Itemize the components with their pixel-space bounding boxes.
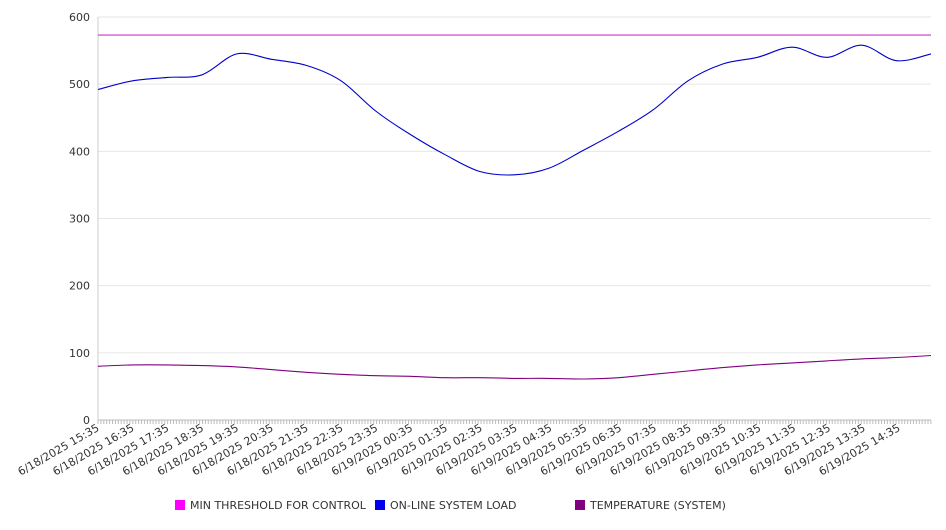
legend-item-system-load: ON-LINE SYSTEM LOAD xyxy=(375,496,516,514)
x-axis-tick-labels: 6/18/2025 15:356/18/2025 16:356/18/2025 … xyxy=(16,421,903,478)
y-tick-label: 300 xyxy=(69,213,90,226)
legend-swatch-system-load xyxy=(375,500,385,510)
y-tick-label: 600 xyxy=(69,11,90,24)
y-tick-label: 100 xyxy=(69,347,90,360)
legend-label-min-threshold: MIN THRESHOLD FOR CONTROL xyxy=(190,498,366,512)
system-load-line xyxy=(97,44,932,176)
legend: MIN THRESHOLD FOR CONTROL ON-LINE SYSTEM… xyxy=(0,496,946,514)
axes xyxy=(97,17,932,424)
legend-item-temperature: TEMPERATURE (SYSTEM) xyxy=(575,496,726,514)
y-axis-tick-labels: 0 100 200 300 400 500 600 xyxy=(69,11,90,427)
legend-swatch-min-threshold xyxy=(175,500,185,510)
gridlines xyxy=(98,16,931,354)
legend-label-system-load: ON-LINE SYSTEM LOAD xyxy=(390,498,517,512)
y-tick-label: 400 xyxy=(69,145,90,158)
y-tick-label: 0 xyxy=(83,414,90,427)
y-tick-label: 500 xyxy=(69,78,90,91)
temperature-line xyxy=(97,354,932,380)
y-tick-label: 200 xyxy=(69,280,90,293)
legend-swatch-temperature xyxy=(575,500,585,510)
legend-label-temperature: TEMPERATURE (SYSTEM) xyxy=(590,498,726,512)
series-lines xyxy=(97,34,932,380)
legend-item-min-threshold: MIN THRESHOLD FOR CONTROL xyxy=(175,496,366,514)
